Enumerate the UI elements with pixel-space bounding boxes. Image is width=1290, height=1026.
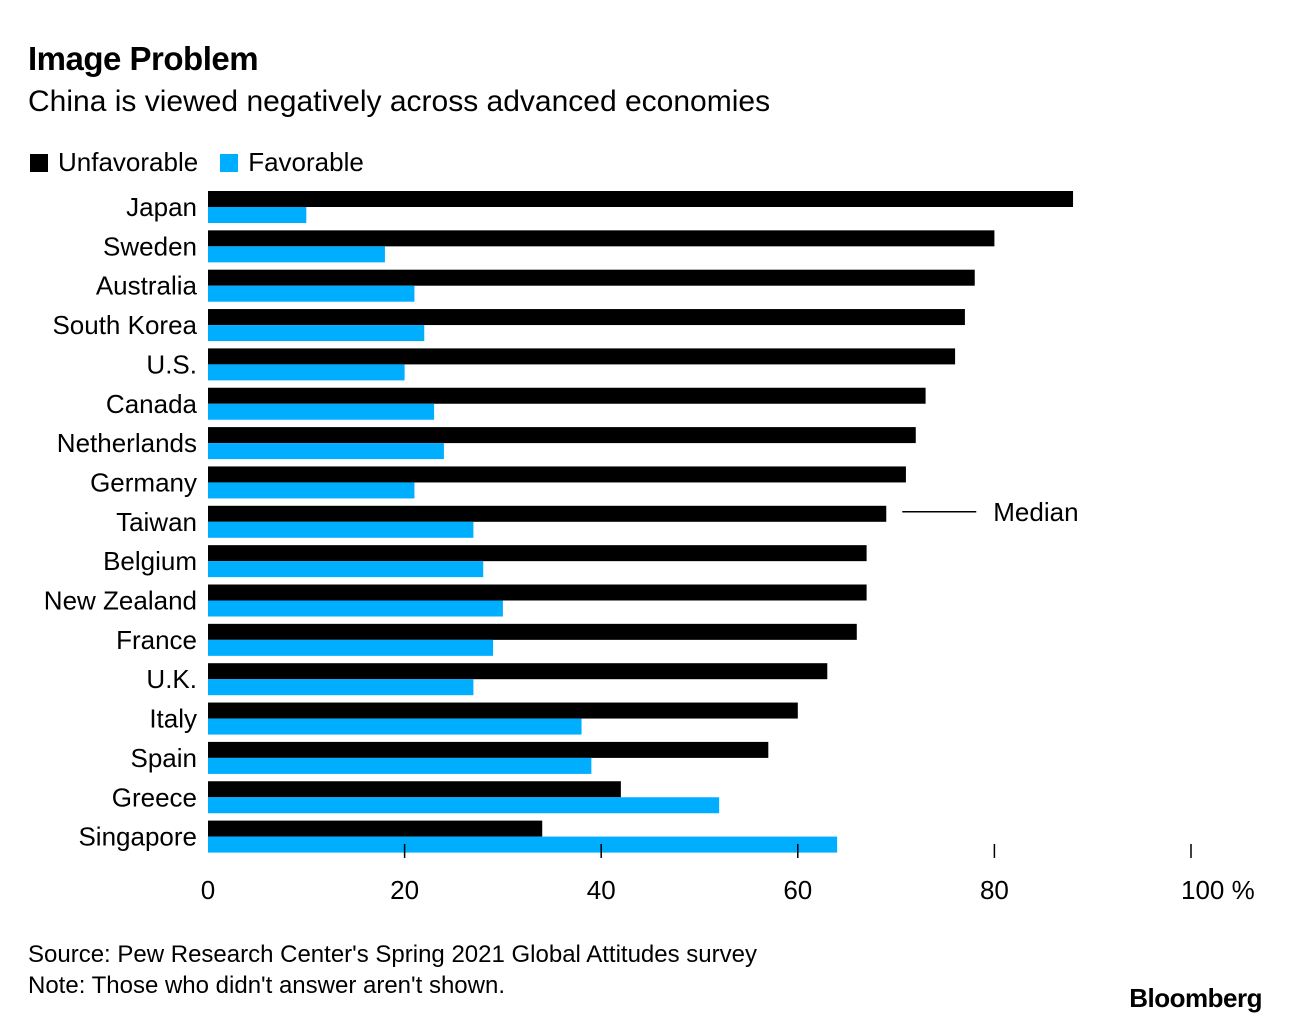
category-label-australia: Australia — [96, 271, 198, 301]
bar-favorable-singapore — [208, 836, 838, 853]
category-label-canada: Canada — [106, 389, 198, 419]
bar-favorable-u-s — [208, 364, 405, 381]
legend-item-favorable: Favorable — [220, 147, 364, 178]
legend-label-favorable: Favorable — [248, 147, 364, 177]
category-label-greece: Greece — [112, 782, 197, 812]
bar-unfavorable-spain — [208, 741, 769, 758]
category-label-u-k: U.K. — [146, 664, 197, 694]
bar-favorable-france — [208, 639, 494, 656]
bar-favorable-greece — [208, 797, 720, 814]
bar-unfavorable-u-s — [208, 348, 956, 365]
legend-swatch-unfavorable — [30, 153, 48, 172]
bar-unfavorable-south-korea — [208, 309, 965, 326]
category-label-u-s: U.S. — [146, 349, 197, 379]
category-label-belgium: Belgium — [103, 546, 197, 576]
bar-unfavorable-singapore — [208, 820, 543, 837]
source-note: Source: Pew Research Center's Spring 202… — [28, 941, 757, 968]
category-label-sweden: Sweden — [103, 231, 197, 261]
bar-favorable-germany — [208, 482, 415, 499]
bar-favorable-new-zealand — [208, 600, 503, 617]
category-label-italy: Italy — [149, 704, 197, 734]
chart-subtitle: China is viewed negatively across advanc… — [28, 85, 771, 118]
bar-favorable-u-k — [208, 679, 474, 696]
bloomberg-logo: Bloomberg — [1129, 983, 1262, 1013]
bar-unfavorable-germany — [208, 466, 906, 483]
bar-favorable-south-korea — [208, 325, 425, 342]
bar-unfavorable-greece — [208, 781, 621, 798]
legend: Unfavorable Favorable — [30, 147, 386, 178]
chart-title: Image Problem — [28, 40, 259, 77]
category-label-germany: Germany — [90, 467, 197, 497]
bar-unfavorable-u-k — [208, 663, 828, 680]
bar-unfavorable-belgium — [208, 545, 867, 562]
category-label-netherlands: Netherlands — [57, 428, 197, 458]
x-tick-label-20: 20 — [390, 875, 419, 905]
bar-unfavorable-netherlands — [208, 427, 916, 444]
bar-unfavorable-japan — [208, 191, 1074, 207]
category-label-japan: Japan — [126, 192, 197, 222]
bar-unfavorable-italy — [208, 702, 798, 719]
category-label-singapore: Singapore — [78, 822, 197, 852]
bar-unfavorable-canada — [208, 387, 926, 404]
x-tick-label-60: 60 — [783, 875, 812, 905]
bar-favorable-sweden — [208, 246, 385, 263]
bar-favorable-taiwan — [208, 521, 474, 538]
bar-unfavorable-new-zealand — [208, 584, 867, 601]
bar-favorable-italy — [208, 718, 582, 735]
bar-favorable-australia — [208, 285, 415, 302]
bar-unfavorable-france — [208, 623, 857, 640]
category-label-taiwan: Taiwan — [116, 507, 197, 537]
footnote: Note: Those who didn't answer aren't sho… — [28, 972, 505, 999]
x-tick-label-0: 0 — [201, 875, 215, 905]
legend-swatch-favorable — [220, 153, 239, 172]
x-tick-label-80: 80 — [980, 875, 1009, 905]
median-annotation-label: Median — [993, 497, 1078, 527]
legend-item-unfavorable: Unfavorable — [30, 147, 198, 178]
x-tick-label-100: 100 % — [1181, 875, 1255, 905]
category-label-south-korea: South Korea — [52, 310, 197, 340]
bar-favorable-canada — [208, 403, 435, 420]
category-label-new-zealand: New Zealand — [44, 586, 197, 616]
bar-favorable-belgium — [208, 561, 484, 578]
bar-favorable-netherlands — [208, 443, 444, 460]
bar-unfavorable-australia — [208, 269, 975, 286]
x-tick-label-40: 40 — [587, 875, 616, 905]
category-label-france: France — [116, 625, 197, 655]
bar-favorable-spain — [208, 757, 592, 774]
legend-label-unfavorable: Unfavorable — [58, 147, 199, 177]
bar-favorable-japan — [208, 207, 307, 223]
category-label-spain: Spain — [131, 743, 198, 773]
bar-unfavorable-sweden — [208, 230, 995, 247]
bar-unfavorable-taiwan — [208, 505, 887, 522]
